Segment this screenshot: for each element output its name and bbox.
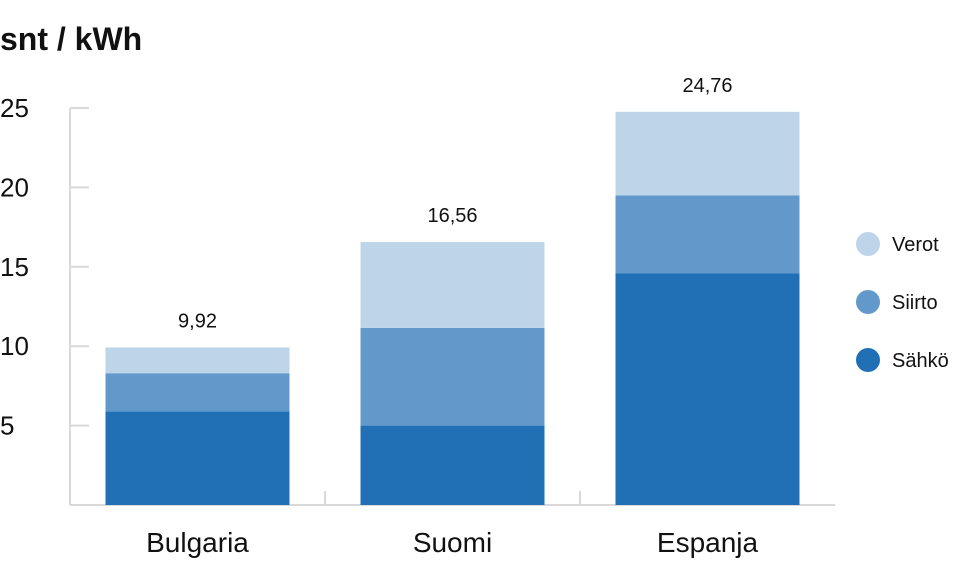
legend-label: Verot (892, 234, 939, 256)
y-tick-label: 20 (0, 172, 29, 202)
bar-segment-verot (615, 111, 800, 196)
bar-segment-verot (360, 242, 545, 328)
bar-segment-sähkö (105, 411, 290, 505)
legend-label: Siirto (892, 292, 938, 314)
x-tick-label: Suomi (413, 527, 492, 558)
y-tick-label: 15 (0, 252, 29, 282)
x-tick-label: Bulgaria (146, 527, 249, 558)
bar-total-label: 24,76 (682, 75, 732, 97)
legend-swatch (856, 232, 880, 256)
chart-title: snt / kWh (0, 21, 142, 57)
x-tick-label: Espanja (657, 527, 759, 558)
legend-swatch (856, 290, 880, 314)
y-tick-label: 10 (0, 331, 29, 361)
bar-segment-sähkö (615, 273, 800, 505)
bar-segment-siirto (615, 195, 800, 274)
y-tick-label: 5 (0, 411, 14, 441)
y-tick-label: 25 (0, 93, 29, 123)
bar-segment-siirto (360, 327, 545, 426)
bar-total-label: 16,56 (427, 205, 477, 227)
legend-swatch (856, 348, 880, 372)
bar-segment-sähkö (360, 425, 545, 505)
bar-segment-siirto (105, 373, 290, 412)
bar-total-label: 9,92 (178, 310, 217, 332)
bar-segment-verot (105, 347, 290, 374)
legend-label: Sähkö (892, 350, 949, 372)
